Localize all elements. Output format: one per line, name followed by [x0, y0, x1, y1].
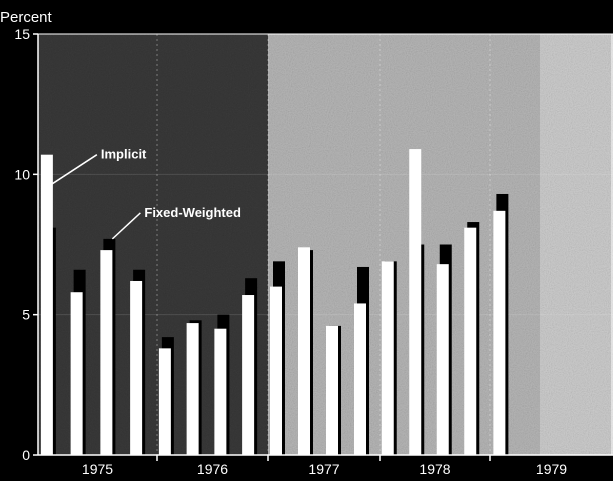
annotation-leader	[50, 154, 98, 186]
axes: 0 5 10 15 1975 1976 1977 1978 1979	[14, 26, 613, 477]
bars	[40, 149, 509, 456]
annotation-fixed-weighted: Fixed-Weighted	[144, 205, 241, 220]
annotation-implicit: Implicit	[101, 147, 147, 162]
bar-implicit	[214, 328, 227, 455]
bar-implicit	[242, 295, 255, 455]
bar-implicit	[70, 292, 83, 455]
bar-implicit	[40, 154, 53, 456]
bar-implicit	[436, 264, 449, 455]
bar-implicit	[186, 323, 199, 455]
grid	[38, 34, 613, 455]
annotations: Implicit Fixed-Weighted	[50, 147, 241, 240]
bar-implicit	[493, 210, 506, 455]
y-axis-label: Percent	[0, 9, 53, 26]
y-tick-label: 10	[14, 166, 30, 182]
y-tick-label: 15	[14, 26, 30, 42]
bar-implicit	[381, 261, 394, 455]
annotation-leader	[111, 212, 141, 240]
labels: Percent	[0, 9, 53, 26]
x-tick-label: 1979	[536, 461, 567, 477]
shade-light-panel	[540, 34, 613, 455]
bar-implicit	[100, 250, 113, 455]
bar-implicit	[270, 286, 282, 455]
bar-implicit	[158, 348, 171, 455]
y-tick-label: 0	[22, 447, 30, 463]
x-tick-label: 1976	[197, 461, 228, 477]
bar-implicit	[409, 149, 422, 455]
bar-implicit	[464, 227, 477, 455]
bar-implicit	[298, 247, 310, 455]
bar-implicit	[354, 303, 366, 455]
bar-implicit	[326, 325, 338, 455]
x-tick-label: 1978	[419, 461, 450, 477]
x-tick-label: 1977	[308, 461, 339, 477]
bar-implicit	[130, 280, 143, 455]
plot-background	[38, 34, 613, 455]
x-tick-label: 1975	[82, 461, 113, 477]
y-tick-label: 5	[22, 307, 30, 323]
